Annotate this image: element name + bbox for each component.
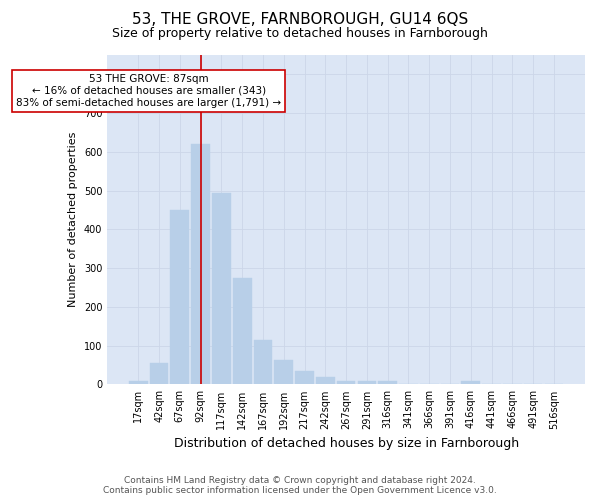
Bar	[461, 382, 480, 384]
Bar	[233, 278, 251, 384]
Text: 53 THE GROVE: 87sqm
← 16% of detached houses are smaller (343)
83% of semi-detac: 53 THE GROVE: 87sqm ← 16% of detached ho…	[16, 74, 281, 108]
Bar	[212, 192, 231, 384]
Text: 53, THE GROVE, FARNBOROUGH, GU14 6QS: 53, THE GROVE, FARNBOROUGH, GU14 6QS	[132, 12, 468, 28]
Bar	[379, 382, 397, 384]
Bar	[274, 360, 293, 384]
Y-axis label: Number of detached properties: Number of detached properties	[68, 132, 78, 308]
Bar	[337, 380, 355, 384]
X-axis label: Distribution of detached houses by size in Farnborough: Distribution of detached houses by size …	[173, 437, 518, 450]
Bar	[254, 340, 272, 384]
Text: Size of property relative to detached houses in Farnborough: Size of property relative to detached ho…	[112, 28, 488, 40]
Text: Contains HM Land Registry data © Crown copyright and database right 2024.
Contai: Contains HM Land Registry data © Crown c…	[103, 476, 497, 495]
Bar	[358, 382, 376, 384]
Bar	[129, 380, 148, 384]
Bar	[316, 378, 335, 384]
Bar	[191, 144, 210, 384]
Bar	[295, 371, 314, 384]
Bar	[170, 210, 189, 384]
Bar	[150, 363, 169, 384]
